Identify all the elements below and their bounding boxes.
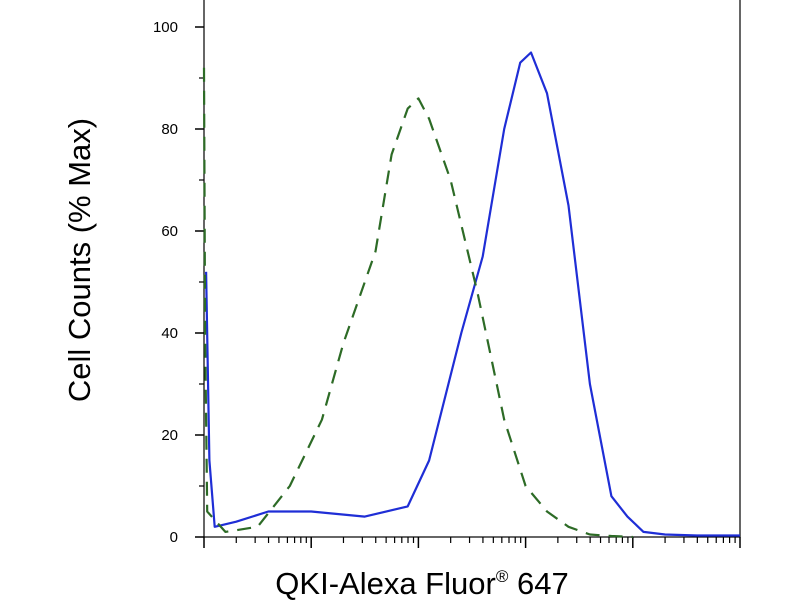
x-axis-title-suffix: 647 <box>508 566 568 600</box>
plot-frame <box>203 0 741 538</box>
y-tick-label: 80 <box>161 121 178 138</box>
y-axis-title: Cell Counts (% Max) <box>62 118 97 402</box>
x-axis-title-superscript: ® <box>496 567 509 586</box>
y-tick-label: 60 <box>161 223 178 240</box>
y-tick-label: 40 <box>161 325 178 342</box>
series-line-solid <box>205 51 740 537</box>
y-tick-label: 100 <box>153 19 178 36</box>
y-tick-label: 20 <box>161 427 178 444</box>
series-layer <box>202 51 740 539</box>
x-axis <box>203 537 741 548</box>
series-line-dashed <box>202 67 633 539</box>
x-axis-title: QKI-Alexa Fluor® 647 <box>275 566 568 600</box>
y-axis: 0 20 40 60 80 100 <box>153 19 204 546</box>
y-tick-label: 0 <box>170 529 178 546</box>
x-axis-title-text: QKI-Alexa Fluor <box>275 566 496 600</box>
